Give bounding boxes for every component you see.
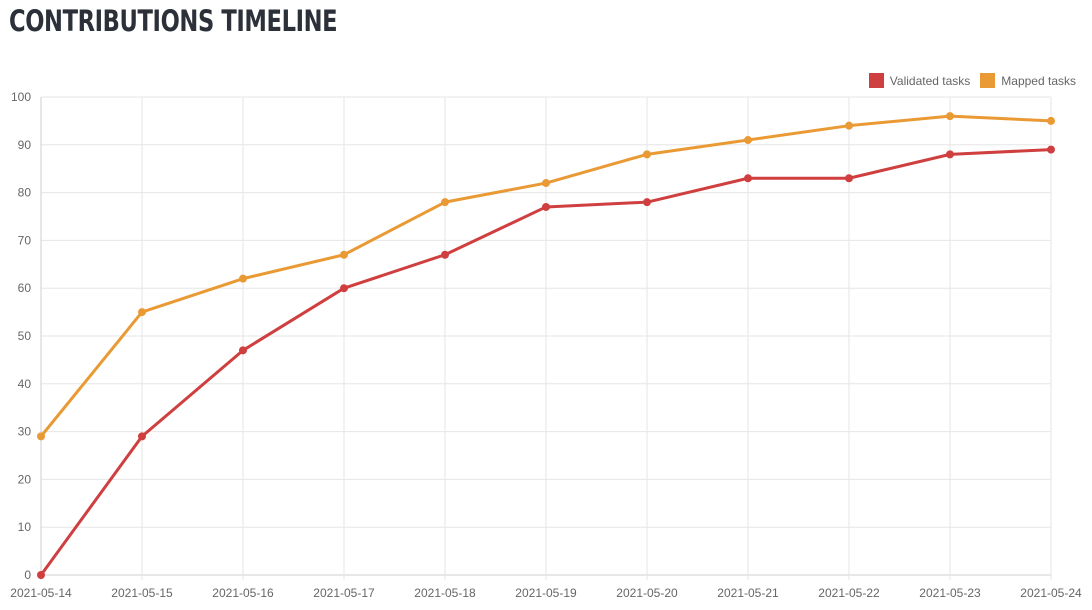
y-tick-label: 40 <box>18 377 32 391</box>
y-tick-label: 70 <box>18 233 32 247</box>
x-tick-label: 2021-05-17 <box>313 586 375 600</box>
chart-legend: Validated tasks Mapped tasks <box>868 73 1076 88</box>
legend-swatch-mapped <box>980 73 996 88</box>
data-point-validated-tasks <box>239 346 247 355</box>
data-point-validated-tasks <box>744 174 752 183</box>
y-tick-label: 10 <box>18 520 32 534</box>
y-tick-label: 0 <box>24 568 31 582</box>
data-point-mapped-tasks <box>1047 116 1055 125</box>
x-tick-label: 2021-05-14 <box>10 586 72 600</box>
data-point-mapped-tasks <box>441 198 449 207</box>
data-point-mapped-tasks <box>744 136 752 145</box>
data-point-validated-tasks <box>441 250 449 259</box>
legend-label-mapped: Mapped tasks <box>1001 73 1076 88</box>
y-tick-label: 100 <box>11 90 31 104</box>
x-tick-label: 2021-05-22 <box>818 586 880 600</box>
y-tick-label: 80 <box>18 186 32 200</box>
data-point-mapped-tasks <box>239 274 247 283</box>
data-point-validated-tasks <box>643 198 651 207</box>
legend-item-validated[interactable]: Validated tasks <box>868 73 971 88</box>
x-tick-label: 2021-05-15 <box>111 586 173 600</box>
x-tick-label: 2021-05-24 <box>1020 586 1082 600</box>
y-tick-label: 60 <box>18 281 32 295</box>
legend-item-mapped[interactable]: Mapped tasks <box>980 73 1076 88</box>
x-tick-label: 2021-05-19 <box>515 586 577 600</box>
legend-label-validated: Validated tasks <box>889 73 971 88</box>
x-tick-label: 2021-05-18 <box>414 586 476 600</box>
page-title: CONTRIBUTIONS TIMELINE <box>9 4 338 38</box>
data-point-validated-tasks <box>138 432 146 441</box>
x-tick-label: 2021-05-23 <box>919 586 981 600</box>
data-point-mapped-tasks <box>340 250 348 259</box>
data-point-validated-tasks <box>340 284 348 293</box>
data-point-validated-tasks <box>845 174 853 183</box>
y-tick-label: 90 <box>18 138 32 152</box>
data-point-mapped-tasks <box>643 150 651 159</box>
data-point-validated-tasks <box>946 150 954 159</box>
data-point-mapped-tasks <box>845 121 853 130</box>
data-point-mapped-tasks <box>946 112 954 121</box>
data-point-mapped-tasks <box>37 432 45 441</box>
x-tick-label: 2021-05-20 <box>616 586 678 600</box>
x-tick-label: 2021-05-21 <box>717 586 779 600</box>
data-point-mapped-tasks <box>542 179 550 188</box>
data-point-mapped-tasks <box>138 308 146 317</box>
data-point-validated-tasks <box>1047 145 1055 154</box>
x-tick-label: 2021-05-16 <box>212 586 274 600</box>
legend-swatch-validated <box>868 73 884 88</box>
y-tick-label: 20 <box>18 472 32 486</box>
y-tick-label: 30 <box>18 425 32 439</box>
data-point-validated-tasks <box>37 571 45 579</box>
data-point-validated-tasks <box>542 202 550 211</box>
y-tick-label: 50 <box>18 329 32 343</box>
